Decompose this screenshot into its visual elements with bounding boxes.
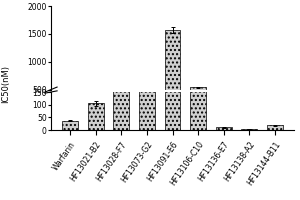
Bar [216,127,232,130]
Bar [88,103,103,130]
Bar [139,41,155,130]
Text: IC50(nM): IC50(nM) [2,65,10,103]
Bar [190,0,206,130]
Bar [242,129,257,130]
Bar [267,116,283,117]
Bar [165,30,180,117]
Bar [113,98,129,117]
Bar [62,121,78,130]
Bar [62,115,78,117]
Bar [139,98,155,117]
Bar [190,87,206,117]
Bar [113,41,129,130]
Bar [165,0,180,130]
Bar [88,112,103,117]
Bar [267,125,283,130]
